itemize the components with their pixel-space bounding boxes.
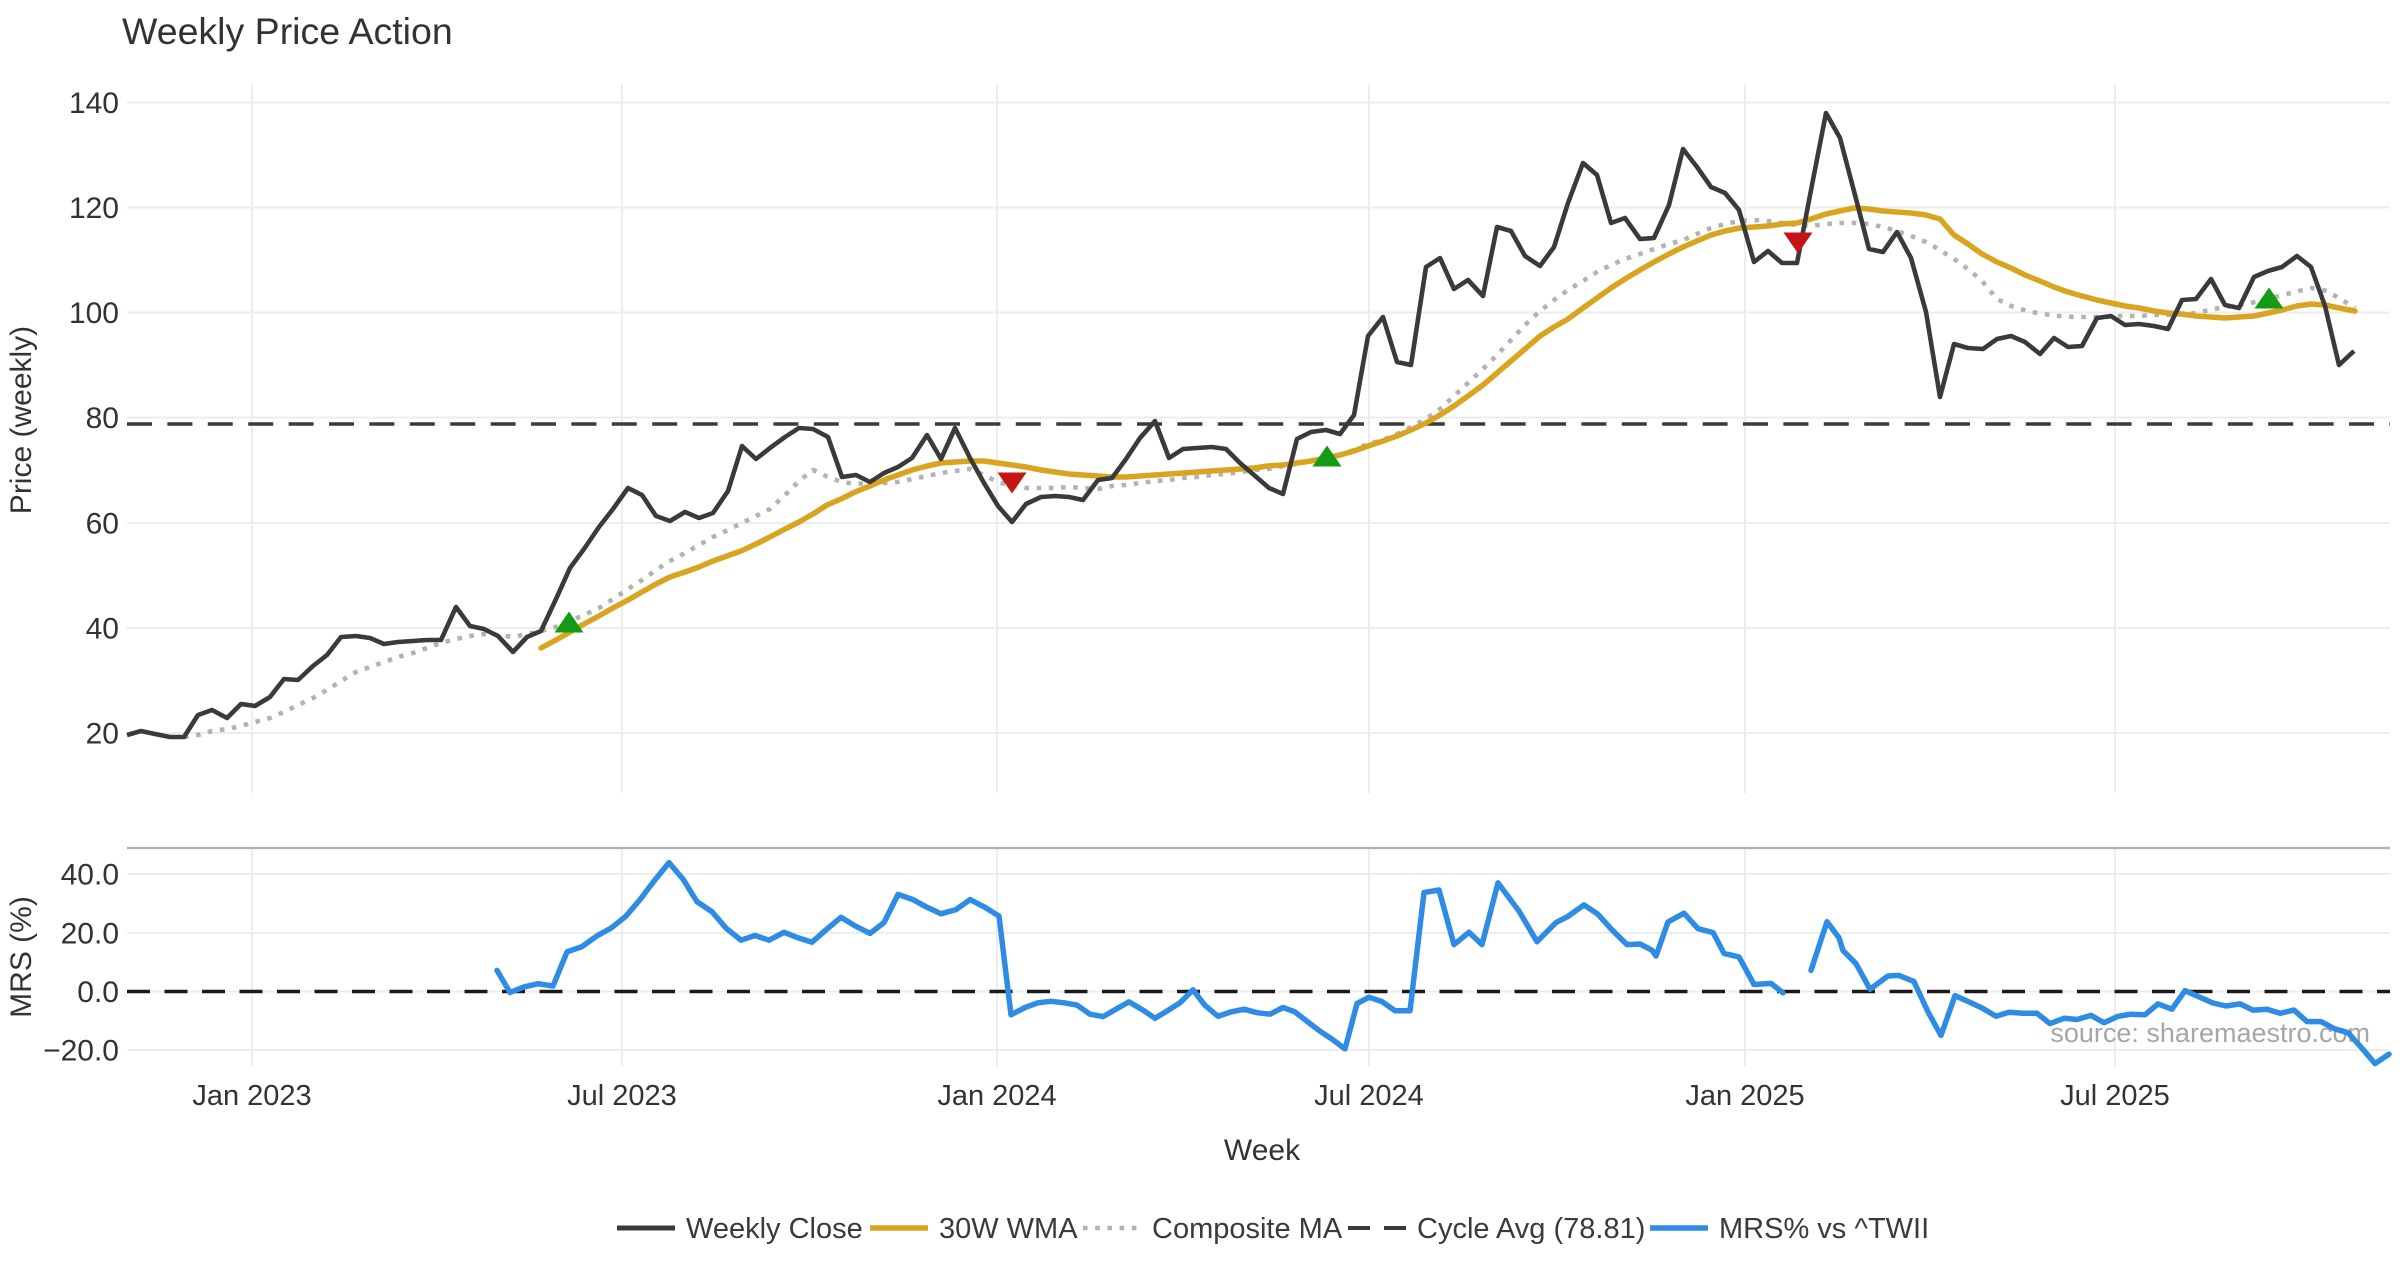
svg-text:40.0: 40.0 — [61, 859, 119, 892]
svg-text:80: 80 — [86, 402, 119, 435]
svg-text:30W WMA: 30W WMA — [939, 1213, 1078, 1245]
svg-text:Composite MA: Composite MA — [1152, 1213, 1343, 1245]
svg-text:100: 100 — [69, 297, 119, 330]
svg-text:Jan 2023: Jan 2023 — [192, 1080, 311, 1112]
svg-text:Jan 2025: Jan 2025 — [1685, 1080, 1804, 1112]
svg-text:60: 60 — [86, 508, 119, 541]
svg-text:MRS (%): MRS (%) — [5, 896, 38, 1018]
svg-text:MRS% vs ^TWII: MRS% vs ^TWII — [1719, 1213, 1929, 1245]
svg-text:Cycle Avg (78.81): Cycle Avg (78.81) — [1417, 1213, 1645, 1245]
svg-text:Price (weekly): Price (weekly) — [5, 326, 38, 514]
svg-text:−20.0: −20.0 — [43, 1035, 119, 1068]
svg-text:Weekly Close: Weekly Close — [686, 1213, 863, 1245]
svg-text:Jul 2024: Jul 2024 — [1314, 1080, 1424, 1112]
svg-text:40: 40 — [86, 613, 119, 646]
svg-text:Week: Week — [1224, 1134, 1301, 1167]
svg-text:120: 120 — [69, 192, 119, 225]
svg-text:Jan 2024: Jan 2024 — [937, 1080, 1056, 1112]
svg-text:20: 20 — [86, 718, 119, 751]
svg-text:20.0: 20.0 — [61, 918, 119, 951]
svg-text:0.0: 0.0 — [77, 976, 119, 1009]
svg-text:Weekly Price Action: Weekly Price Action — [122, 10, 453, 52]
svg-text:Jul 2025: Jul 2025 — [2060, 1080, 2170, 1112]
svg-text:140: 140 — [69, 87, 119, 120]
svg-text:Jul 2023: Jul 2023 — [567, 1080, 677, 1112]
